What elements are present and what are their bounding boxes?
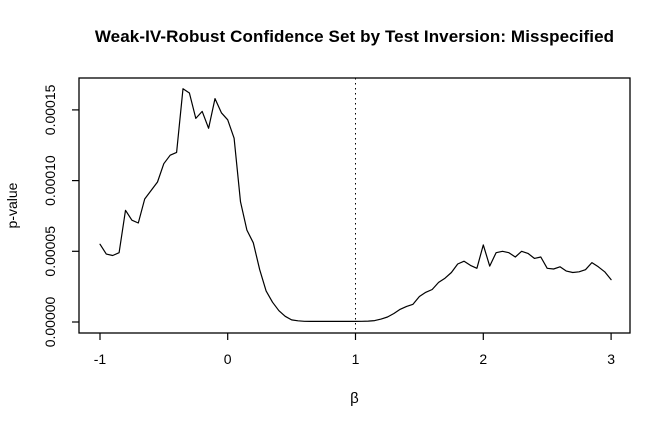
x-axis-title: β — [350, 390, 359, 407]
x-tick-label: -1 — [94, 351, 107, 367]
y-tick-label: 0.00010 — [42, 155, 58, 206]
x-tick-label: 1 — [352, 351, 360, 367]
y-axis-title: p-value — [4, 182, 20, 228]
x-tick-label: 2 — [479, 351, 487, 367]
x-tick-label: 0 — [224, 351, 232, 367]
pvalue-curve — [99, 88, 612, 322]
x-tick-label: 3 — [607, 351, 615, 367]
y-tick-label: 0.00005 — [42, 226, 58, 277]
plot-border — [78, 77, 631, 334]
y-tick-label: 0.00015 — [42, 84, 58, 135]
chart-title: Weak-IV-Robust Confidence Set by Test In… — [94, 27, 615, 46]
y-tick-label: 0.00000 — [42, 296, 58, 347]
